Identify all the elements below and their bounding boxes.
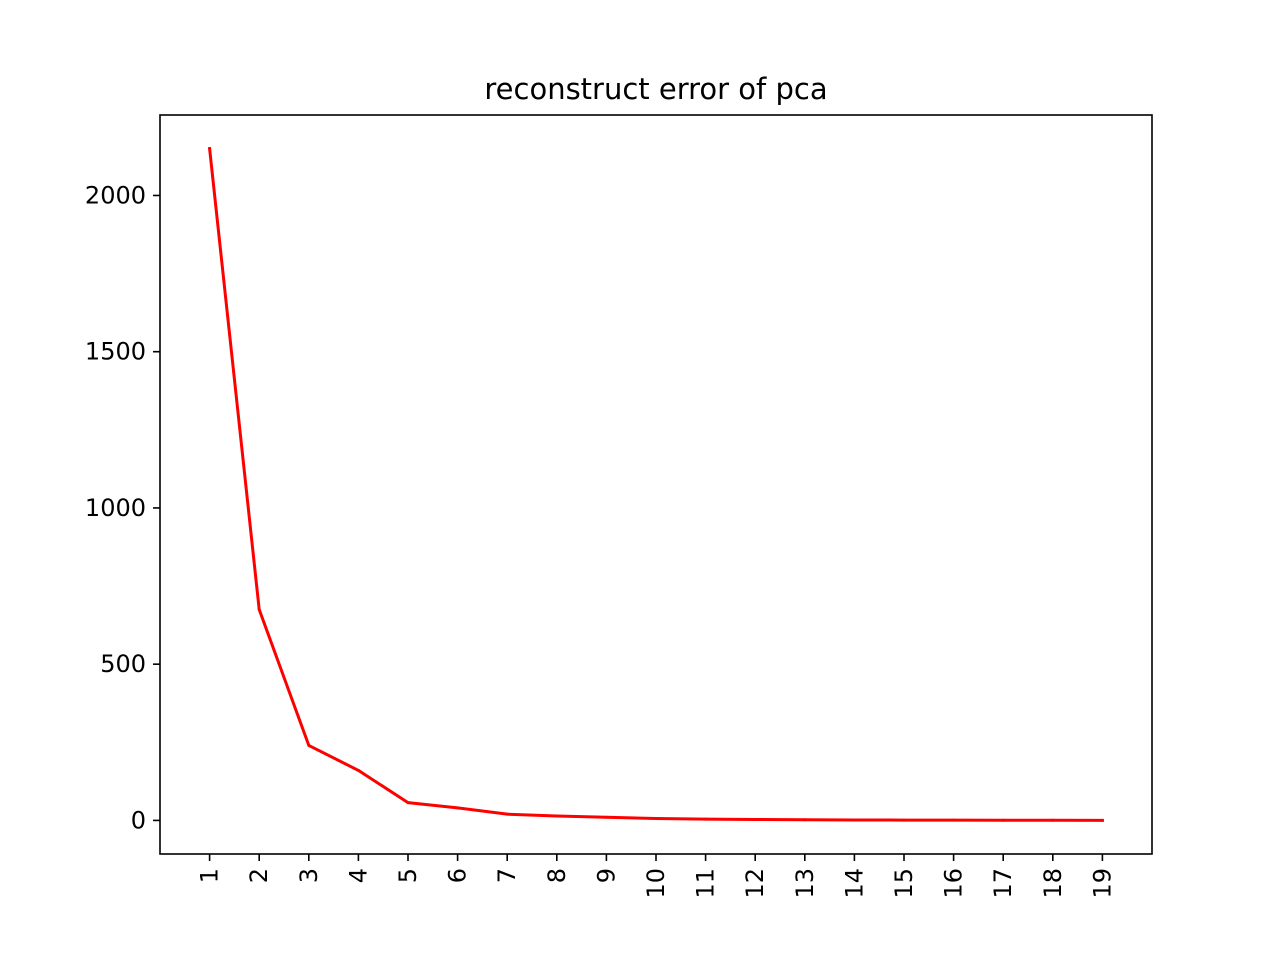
x-tick-label: 4 bbox=[344, 868, 372, 883]
y-tick-label: 1000 bbox=[85, 494, 146, 522]
data-point bbox=[356, 768, 360, 772]
data-point bbox=[803, 818, 807, 822]
data-point bbox=[1051, 818, 1055, 822]
plot-frame bbox=[159, 114, 1153, 855]
x-tick-label: 8 bbox=[543, 868, 571, 883]
x-tick-label: 19 bbox=[1088, 868, 1116, 899]
x-tick-label: 12 bbox=[741, 868, 769, 899]
y-tick-label: 1500 bbox=[85, 338, 146, 366]
y-tick-label: 0 bbox=[131, 806, 146, 834]
data-point bbox=[604, 815, 608, 819]
x-tick-label: 1 bbox=[196, 868, 224, 883]
data-point bbox=[208, 147, 212, 151]
data-point bbox=[307, 743, 311, 747]
x-tick-label: 16 bbox=[940, 868, 968, 899]
data-point bbox=[406, 801, 410, 805]
x-tick-label: 18 bbox=[1039, 868, 1067, 899]
x-tick-label: 5 bbox=[394, 868, 422, 883]
data-point bbox=[1001, 818, 1005, 822]
data-point bbox=[852, 818, 856, 822]
x-tick-label: 2 bbox=[245, 868, 273, 883]
y-tick-label: 2000 bbox=[85, 181, 146, 209]
data-point bbox=[753, 817, 757, 821]
data-point bbox=[555, 814, 559, 818]
data-point bbox=[456, 806, 460, 810]
data-point bbox=[704, 817, 708, 821]
x-tick-label: 15 bbox=[890, 868, 918, 899]
x-tick-label: 7 bbox=[493, 868, 521, 883]
x-tick-label: 3 bbox=[295, 868, 323, 883]
data-point bbox=[1100, 818, 1104, 822]
x-tick-label: 14 bbox=[840, 868, 868, 899]
x-tick-label: 17 bbox=[989, 868, 1017, 899]
chart-title: reconstruct error of pca bbox=[484, 72, 827, 106]
data-point bbox=[902, 818, 906, 822]
y-tick-label: 500 bbox=[100, 650, 146, 678]
x-tick-label: 10 bbox=[642, 868, 670, 899]
data-point bbox=[505, 812, 509, 816]
x-tick-label: 13 bbox=[791, 868, 819, 899]
data-point bbox=[654, 817, 658, 821]
x-tick-label: 11 bbox=[692, 868, 720, 899]
data-point bbox=[257, 607, 261, 611]
x-tick-label: 6 bbox=[444, 868, 472, 883]
x-tick-label: 9 bbox=[592, 868, 620, 883]
data-point bbox=[952, 818, 956, 822]
